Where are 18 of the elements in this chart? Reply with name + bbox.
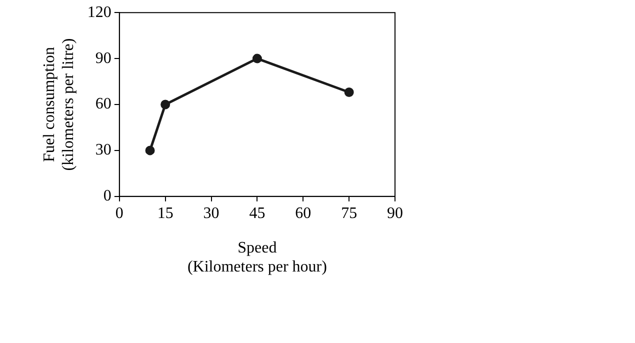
y-tick-label: 0 — [103, 188, 112, 205]
x-tick-label: 0 — [115, 205, 124, 222]
y-tick-label: 90 — [95, 50, 112, 67]
x-tick-label: 90 — [387, 205, 403, 222]
x-tick-label: 30 — [203, 205, 220, 222]
x-tick-label: 15 — [157, 205, 174, 222]
y-tick-label: 60 — [95, 96, 112, 113]
y-tick-label: 30 — [95, 142, 112, 159]
x-axis-title: Speed (Kilometers per hour) — [187, 239, 327, 276]
point — [160, 100, 170, 110]
point — [344, 87, 354, 97]
point — [252, 54, 262, 64]
point — [145, 146, 155, 156]
x-tick-label: 60 — [295, 205, 312, 222]
y-tick-label: 120 — [87, 4, 112, 21]
x-tick-label: 45 — [249, 205, 266, 222]
x-tick-label: 75 — [341, 205, 358, 222]
y-axis-title: Fuel consumption (kilometers per litre) — [40, 38, 78, 171]
